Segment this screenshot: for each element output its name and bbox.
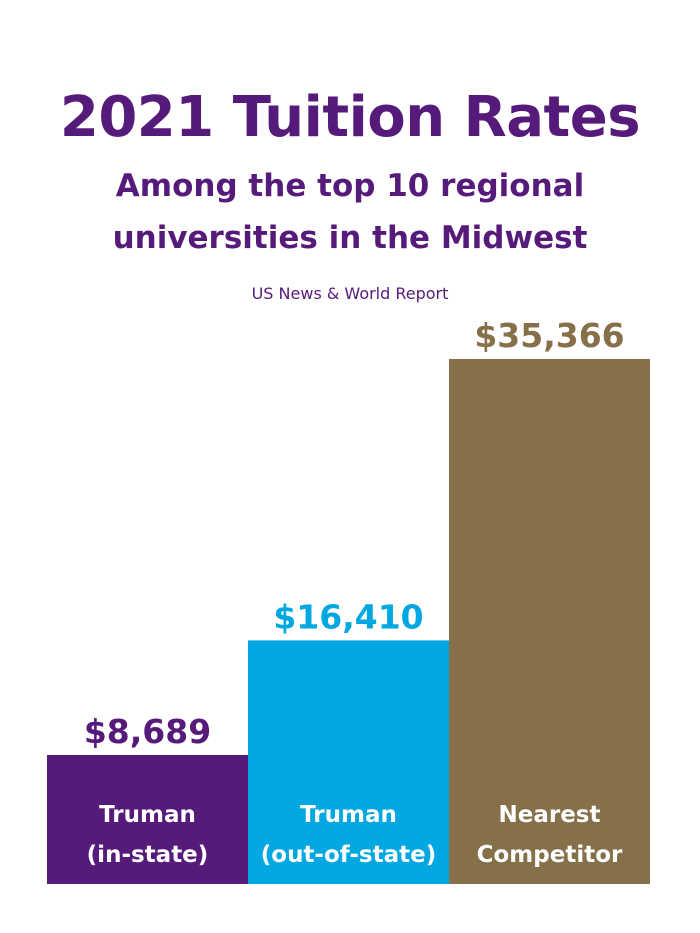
bar — [248, 640, 449, 884]
category-label: (out-of-state) — [261, 842, 437, 868]
category-label: Truman — [99, 802, 196, 828]
bar-value-label: $16,410 — [273, 597, 423, 636]
category-label: Truman — [300, 802, 397, 828]
chart-title: 2021 Tuition Rates — [59, 85, 641, 150]
bar-value-label: $8,689 — [84, 712, 211, 751]
category-label: Nearest — [499, 802, 601, 828]
bar — [449, 359, 650, 884]
bar-group: $35,366 Nearest Competitor — [449, 316, 650, 884]
category-label: (in-state) — [87, 842, 209, 868]
category-label: Competitor — [477, 842, 623, 868]
bar — [47, 755, 248, 884]
chart-subtitle: Among the top 10 regional universities i… — [112, 168, 588, 256]
bar-value-label: $35,366 — [474, 316, 624, 355]
bar-group: $8,689 Truman (in-state) — [47, 712, 248, 884]
source-credit: US News & World Report — [251, 284, 449, 303]
bar-group: $16,410 Truman (out-of-state) — [248, 597, 449, 884]
